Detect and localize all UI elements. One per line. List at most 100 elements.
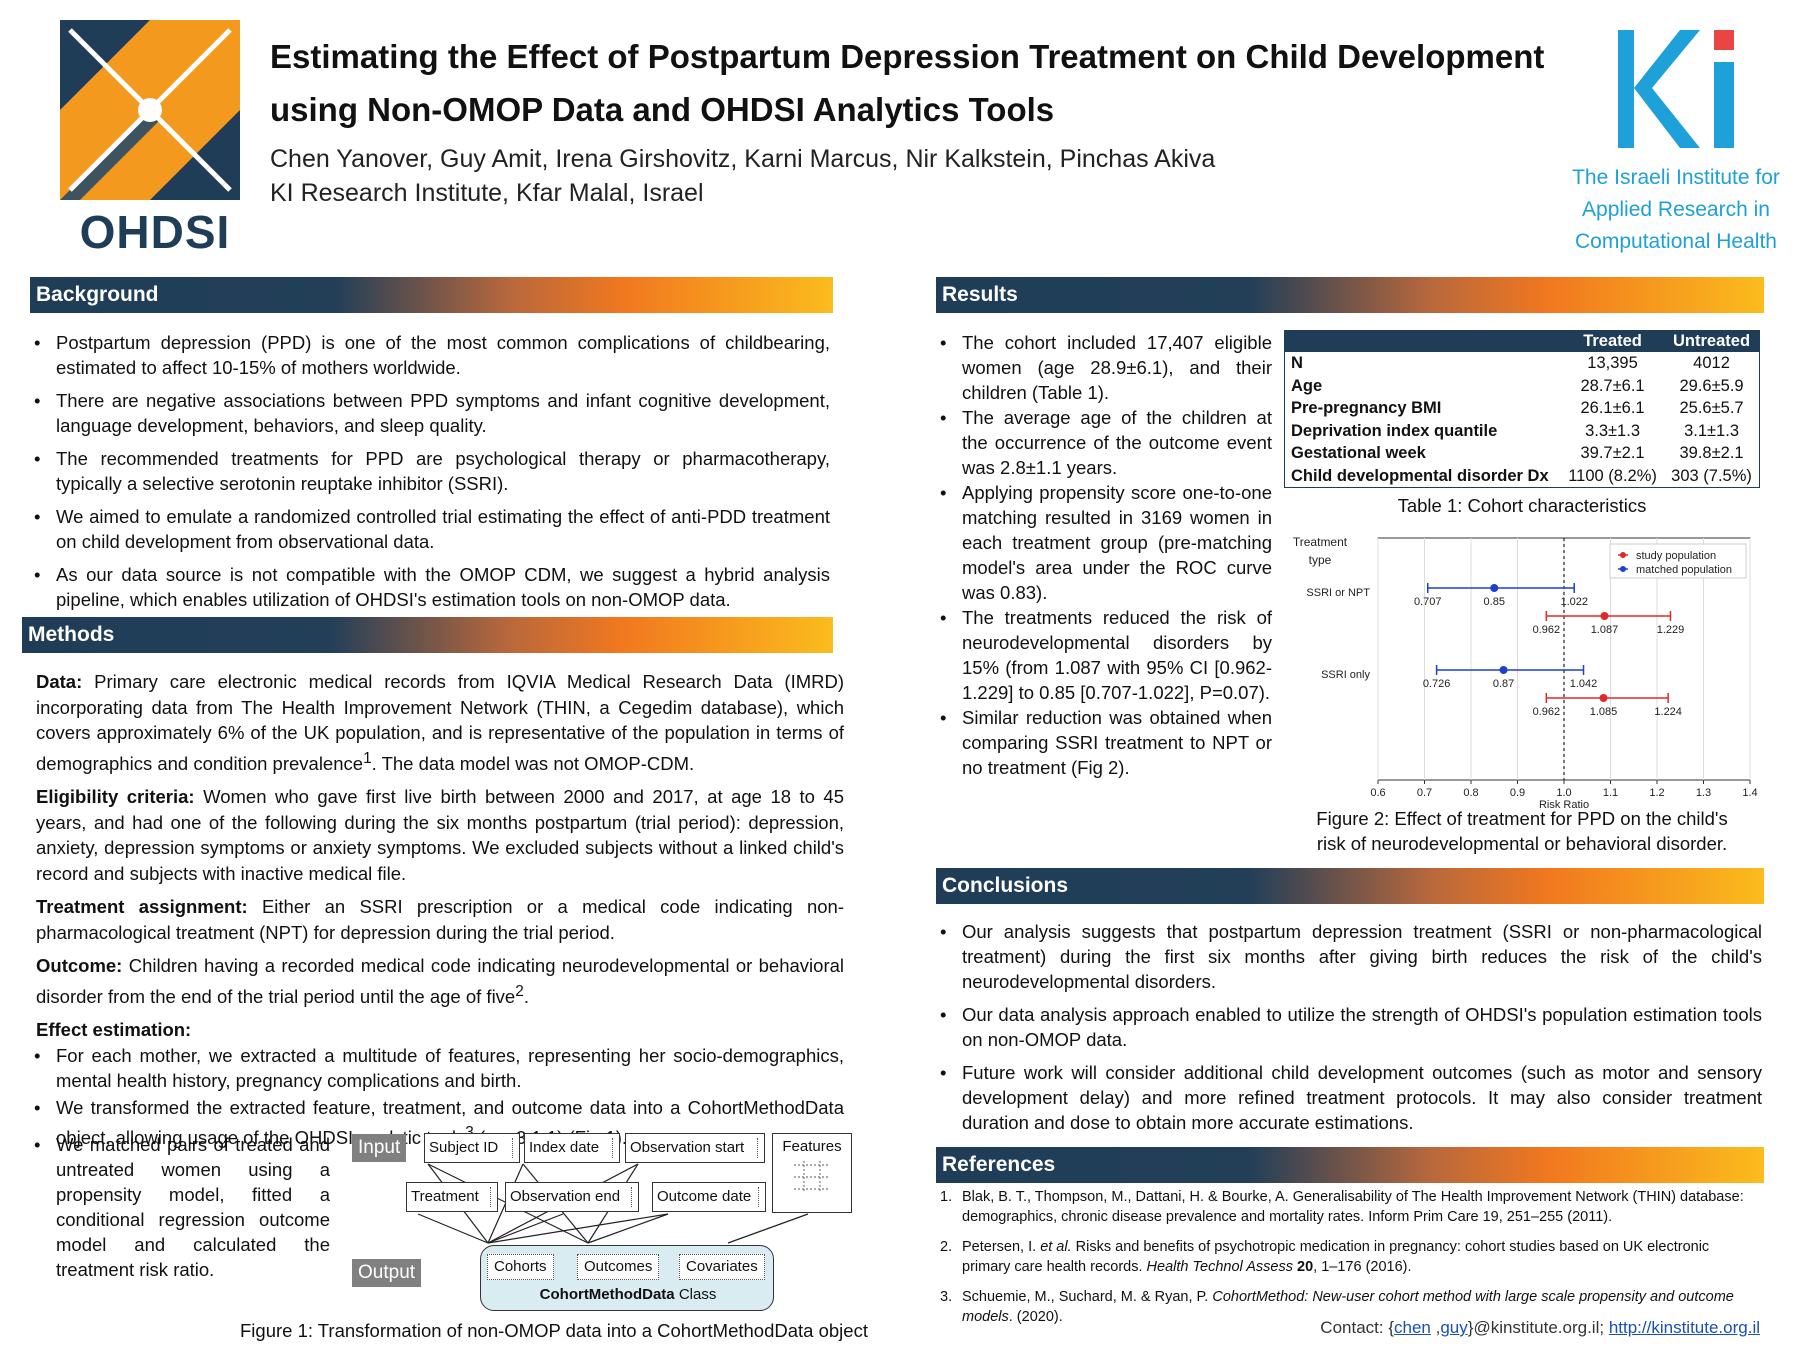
- list-item: We aimed to emulate a randomized control…: [30, 504, 830, 554]
- reference-text: Risks and benefits of psychotropic medic…: [962, 1239, 1710, 1275]
- data-label: 0.962: [1533, 624, 1561, 636]
- title-line-2: using Non-OMOP Data and OHDSI Analytics …: [270, 91, 1055, 128]
- contact-link-chen[interactable]: chen: [1394, 1318, 1431, 1337]
- outcome-label: Outcome:: [36, 955, 123, 977]
- x-tick-label: 1.2: [1649, 787, 1664, 799]
- reference-journal: Health Technol Assess: [1146, 1258, 1293, 1275]
- input-box-label: Treatment: [411, 1188, 479, 1205]
- figure-2-chart: 0.6 0.7 0.8 0.9 1.0 1.1 1.2 1.3 1.4 Risk Ratio Tre…: [1293, 535, 1758, 810]
- input-box-observation-start: Observation start: [625, 1133, 765, 1163]
- input-box-label: Outcome date: [657, 1188, 752, 1205]
- list-item: The recommended treatments for PPD are p…: [30, 446, 830, 496]
- reference-number: 1.: [940, 1189, 953, 1205]
- table-cell: 29.6±5.9: [1679, 376, 1744, 395]
- legend-label: study population: [1636, 550, 1716, 562]
- x-tick-label: 0.7: [1417, 787, 1432, 799]
- ki-tagline-line: The Israeli Institute for: [1572, 166, 1780, 189]
- background-heading: Background: [30, 277, 833, 313]
- input-box-treatment: Treatment: [406, 1182, 498, 1212]
- table-header-cell: Treated: [1561, 330, 1665, 352]
- svg-text:Ki: Ki: [1680, 57, 1682, 59]
- data-label: 0.85: [1484, 596, 1505, 608]
- x-tick-label: 1.4: [1742, 787, 1757, 799]
- reference-text: Petersen, I.: [962, 1239, 1041, 1255]
- data-label: 1.085: [1590, 706, 1618, 718]
- table-cell: 1100 (8.2%): [1568, 466, 1657, 485]
- table-cell: 26.1±6.1: [1580, 399, 1645, 417]
- grip-icon: [490, 1187, 494, 1207]
- treatment-label: Treatment assignment:: [36, 896, 248, 918]
- reference-item: 1. Blak, B. T., Thompson, M., Dattani, H.…: [940, 1188, 1755, 1227]
- table-header-cell: Untreated: [1664, 330, 1760, 352]
- data-label: 1.229: [1657, 624, 1685, 636]
- table-cell: Gestational week: [1291, 444, 1426, 462]
- effect-list: For each mother, we extracted a multitud…: [30, 1043, 844, 1150]
- list-item: Postpartum depression (PPD) is one of th…: [30, 330, 830, 380]
- grip-icon: [757, 1138, 761, 1158]
- input-tag: Input: [352, 1134, 407, 1162]
- reference-text: , 1–176 (2016).: [1313, 1258, 1412, 1275]
- table-cell: 303 (7.5%): [1671, 466, 1752, 485]
- x-tick-label: 1.1: [1603, 787, 1618, 799]
- output-tag: Output: [352, 1259, 422, 1287]
- conclusions-list: Our analysis suggests that postpartum de…: [936, 919, 1762, 1143]
- grip-icon: [512, 1138, 516, 1158]
- table-cell: 39.8±2.1: [1679, 444, 1744, 462]
- table-cell: 25.6±5.7: [1679, 399, 1744, 417]
- cohort-table: Treated Untreated N 13,395 4012 Age 28.7±6.…: [1284, 330, 1760, 488]
- output-box-cohorts: Cohorts: [487, 1254, 554, 1280]
- legend-label: matched population: [1636, 564, 1732, 576]
- table-cell: 13,395: [1587, 354, 1638, 372]
- legend-marker: [1620, 552, 1626, 558]
- cohort-method-data-class: Cohorts Outcomes Covariates CohortMethod…: [480, 1245, 774, 1311]
- data-label: 0.707: [1414, 596, 1442, 608]
- list-item: The average age of the children at the o…: [936, 405, 1272, 480]
- website-link[interactable]: http://kinstitute.org.il: [1608, 1318, 1760, 1337]
- grip-icon: [631, 1187, 635, 1207]
- table-cell: 3.3±1.3: [1585, 421, 1640, 440]
- contact-line: Contact: {chen ,guy}@kinstitute.org.il; …: [1320, 1318, 1760, 1338]
- contact-link-guy[interactable]: guy: [1440, 1318, 1468, 1337]
- contact-prefix: Contact: {: [1320, 1318, 1395, 1337]
- input-box-label: Subject ID: [429, 1139, 499, 1156]
- point-estimate: [1599, 694, 1608, 702]
- data-label: 1.224: [1654, 706, 1682, 718]
- data-label: 0.962: [1533, 706, 1561, 718]
- data-label: 1.087: [1591, 624, 1619, 636]
- list-item: The treatments reduced the risk of neuro…: [936, 605, 1272, 705]
- list-item: Our data analysis approach enabled to ut…: [936, 1002, 1762, 1052]
- table-row: Pre-pregnancy BMI 26.1±6.1 25.6±5.7: [1285, 397, 1760, 420]
- list-item: As our data source is not compatible wit…: [30, 562, 830, 612]
- matching-list: We matched pairs of treated and untreate…: [30, 1132, 330, 1290]
- table-cell: 4012: [1693, 354, 1730, 372]
- table-cell: Pre-pregnancy BMI: [1291, 399, 1442, 417]
- data-label: 1.022: [1560, 596, 1588, 608]
- list-item: The cohort included 17,407 eligible wome…: [936, 330, 1272, 405]
- y-category-label: SSRI only: [1321, 669, 1370, 681]
- input-box-label: Observation start: [630, 1139, 745, 1156]
- title-line-1: Estimating the Effect of Postpartum Depr…: [270, 38, 1545, 75]
- treatment-paragraph: Treatment assignment: Either an SSRI pre…: [36, 894, 844, 945]
- references-list: 1. Blak, B. T., Thompson, M., Dattani, H.…: [940, 1188, 1755, 1338]
- conclusions-heading: Conclusions: [936, 868, 1764, 904]
- eligibility-text: Women who gave first live birth between …: [36, 786, 844, 884]
- x-tick-label: 0.8: [1463, 787, 1478, 799]
- effect-b2-sup: 3: [465, 1124, 474, 1141]
- results-list: The cohort included 17,407 eligible wome…: [936, 330, 1272, 780]
- table-cell: 39.7±2.1: [1580, 444, 1645, 462]
- input-box-label: Index date: [529, 1139, 600, 1156]
- data-paragraph: Data: Primary care electronic medical re…: [36, 669, 844, 776]
- output-box-outcomes: Outcomes: [577, 1254, 660, 1280]
- data-label: 0.726: [1423, 678, 1451, 690]
- contact-sep: ,: [1430, 1318, 1441, 1337]
- treatment-text: Either an SSRI prescription or a medical…: [36, 896, 845, 943]
- author-block: Chen Yanover, Guy Amit, Irena Girshovitz…: [270, 142, 1215, 210]
- ki-tagline-line: Computational Health: [1575, 230, 1777, 253]
- figure-2-caption: Figure 2: Effect of treatment for PPD on…: [1284, 806, 1760, 856]
- outcome-tail: .: [523, 985, 529, 1007]
- grid-icon: [794, 1161, 830, 1193]
- list-item: For each mother, we extracted a multitud…: [30, 1043, 844, 1093]
- class-name: CohortMethodData: [539, 1286, 675, 1303]
- x-tick-label: 1.0: [1556, 787, 1571, 799]
- table-header-row: Treated Untreated: [1284, 330, 1760, 352]
